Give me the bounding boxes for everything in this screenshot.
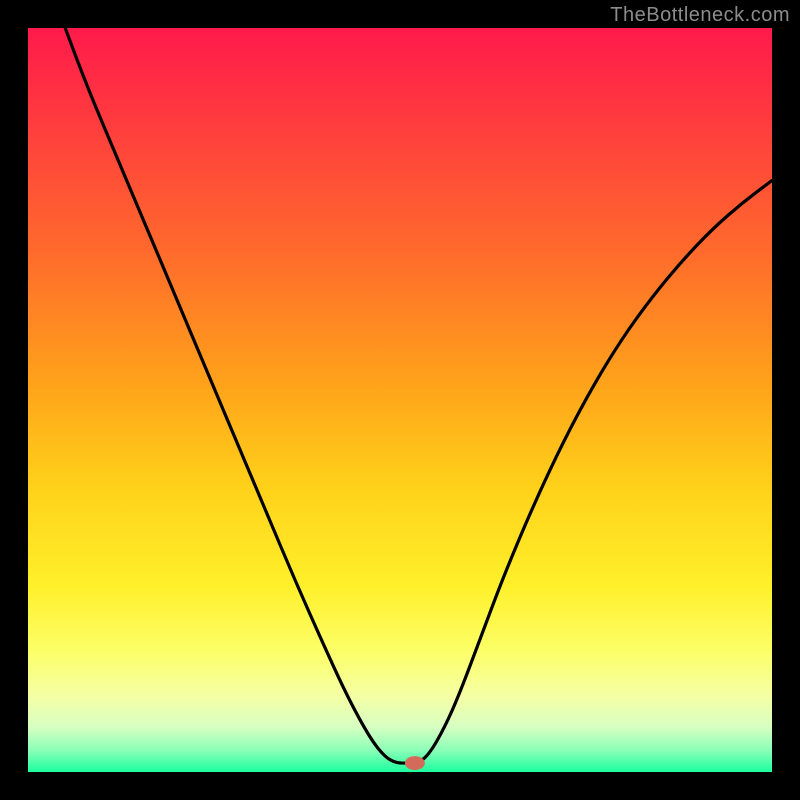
watermark-text: TheBottleneck.com [610, 4, 790, 27]
bottleneck-chart [0, 0, 800, 800]
plot-background [28, 28, 772, 772]
optimum-marker [405, 756, 425, 770]
chart-container: TheBottleneck.com [0, 0, 800, 800]
